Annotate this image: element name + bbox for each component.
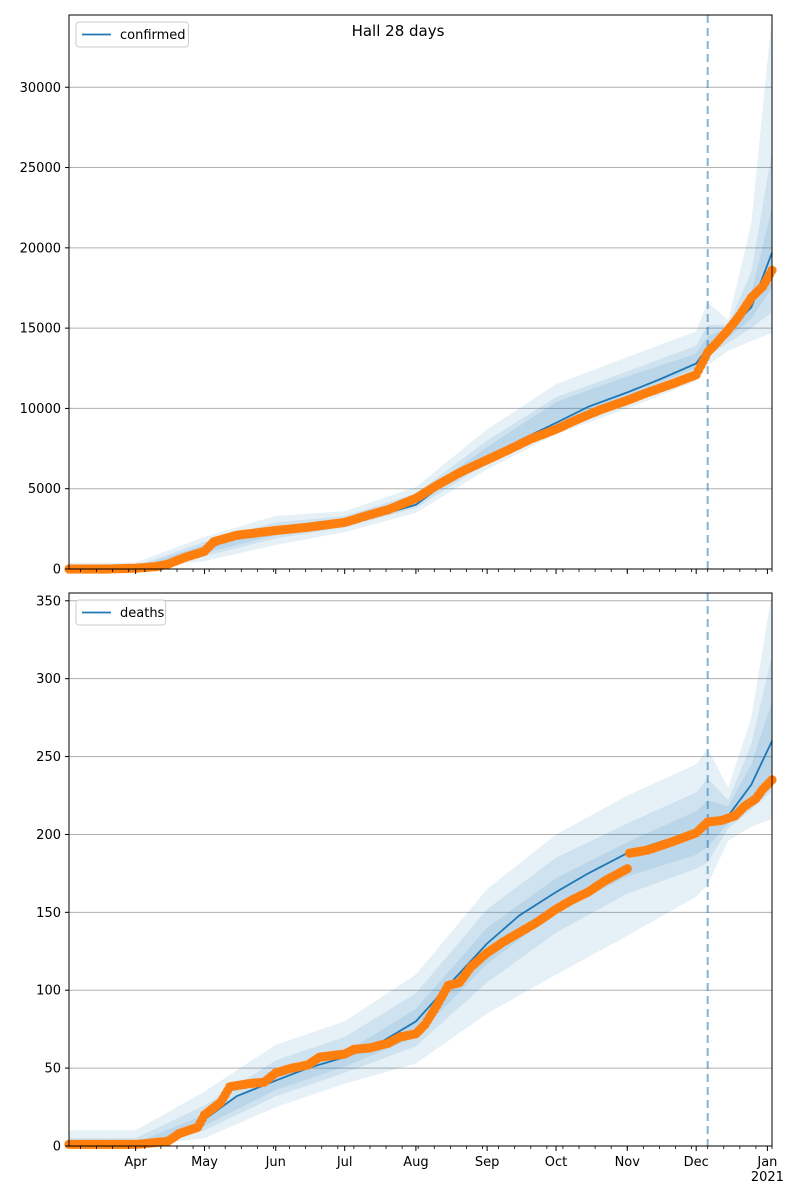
y-tick-label: 0 xyxy=(53,563,61,578)
x-tick-label: May xyxy=(191,1155,218,1170)
legend-label: deaths xyxy=(120,606,165,621)
x-tick-label: Nov xyxy=(615,1155,641,1170)
figure-title: Hall 28 days xyxy=(352,22,445,40)
confirmed-chart-panel: 0 5000 10000 15000 20000 25000 30000 confirmed xyxy=(20,14,777,578)
legend-box xyxy=(75,599,167,626)
x-tick-label: Jul xyxy=(336,1155,353,1170)
x-tick-label: 2021 xyxy=(751,1170,784,1185)
deaths-chart-panel: 0 50 100 150 200 250 300 350 Apr May Jun Jul Aug Sep O… xyxy=(36,592,784,1185)
y-tick-label: 100 xyxy=(36,984,61,999)
y-tick-label: 350 xyxy=(36,594,61,609)
y-tick-label: 250 xyxy=(36,750,61,765)
y-tick-label: 15000 xyxy=(20,322,61,337)
legend: confirmed xyxy=(75,21,189,48)
y-tick-label: 300 xyxy=(36,672,61,687)
uncertainty-band-outer xyxy=(69,15,772,569)
x-tick-label: Dec xyxy=(684,1155,709,1170)
y-tick-label: 25000 xyxy=(20,161,61,176)
model-median-line xyxy=(69,252,773,570)
y-tick-label: 0 xyxy=(53,1140,61,1155)
legend-box xyxy=(75,21,189,48)
uncertainty-band-inner xyxy=(69,702,772,1146)
y-tick-label: 150 xyxy=(36,906,61,921)
y-tick-label: 20000 xyxy=(20,241,61,256)
y-tick-label: 10000 xyxy=(20,402,61,417)
x-tick-label: Jun xyxy=(265,1155,286,1170)
x-tick-label: Jan xyxy=(756,1155,777,1170)
legend-label: confirmed xyxy=(120,28,186,43)
x-tick-label: Apr xyxy=(124,1155,147,1170)
observed-point xyxy=(622,864,632,874)
x-tick-label: Aug xyxy=(403,1155,428,1170)
x-tick-label: Oct xyxy=(545,1155,567,1170)
axes-frame xyxy=(68,592,773,1147)
y-tick-label: 200 xyxy=(36,828,61,843)
axes-frame xyxy=(68,14,773,570)
y-tick-label: 30000 xyxy=(20,81,61,96)
x-tick-label: Sep xyxy=(475,1155,500,1170)
y-tick-label: 50 xyxy=(44,1062,61,1077)
legend: deaths xyxy=(75,599,167,626)
y-tick-label: 5000 xyxy=(28,482,61,497)
